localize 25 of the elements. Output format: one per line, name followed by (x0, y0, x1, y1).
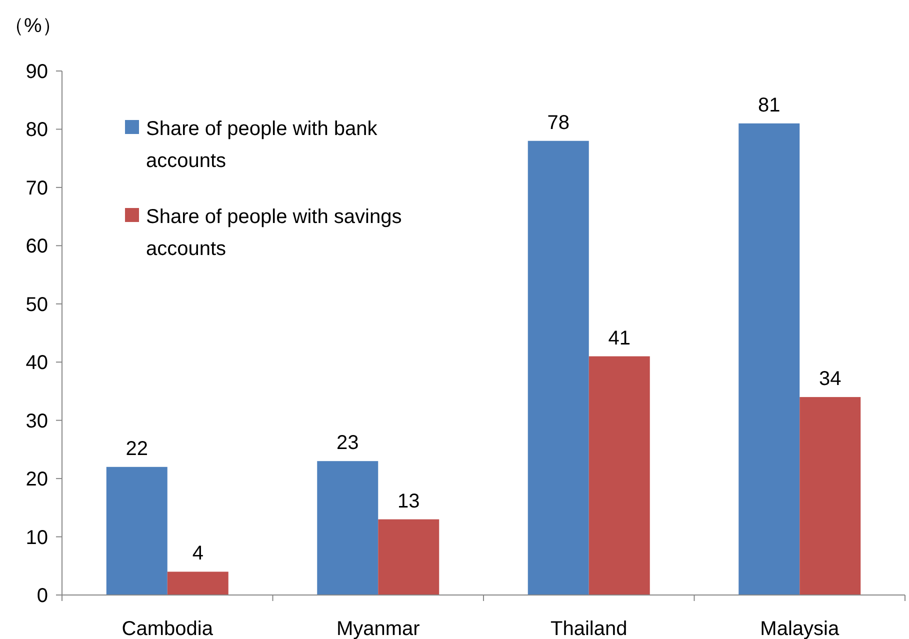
y-tick-label: 30 (26, 410, 48, 432)
y-tick-label: 50 (26, 294, 48, 316)
y-tick-label: 0 (36, 585, 48, 607)
data-label: 78 (547, 112, 570, 134)
data-label: 34 (819, 368, 842, 390)
data-label: 13 (398, 490, 420, 512)
y-tick-label: 60 (26, 236, 48, 258)
data-label: 23 (336, 432, 359, 454)
data-label: 81 (758, 94, 780, 116)
legend-label: Share of people with bank accounts (146, 118, 378, 172)
y-tick-label: 20 (26, 468, 48, 491)
x-tick-label: Malaysia (760, 618, 840, 639)
x-tick-label: Cambodia (122, 618, 214, 639)
y-tick-label: 90 (26, 61, 48, 83)
y-tick-label: 80 (26, 119, 48, 142)
data-label: 41 (608, 327, 630, 350)
x-tick-label: Myanmar (336, 618, 420, 639)
legend-label: Share of people with savings accounts (146, 206, 402, 260)
data-label: 22 (126, 438, 148, 460)
y-axis-title: （%） (4, 15, 62, 37)
y-tick-label: 10 (26, 526, 48, 549)
y-tick-label: 40 (26, 352, 48, 374)
x-tick-label: Thailand (550, 618, 628, 639)
data-label: 4 (192, 542, 204, 565)
y-tick-label: 70 (26, 177, 48, 200)
